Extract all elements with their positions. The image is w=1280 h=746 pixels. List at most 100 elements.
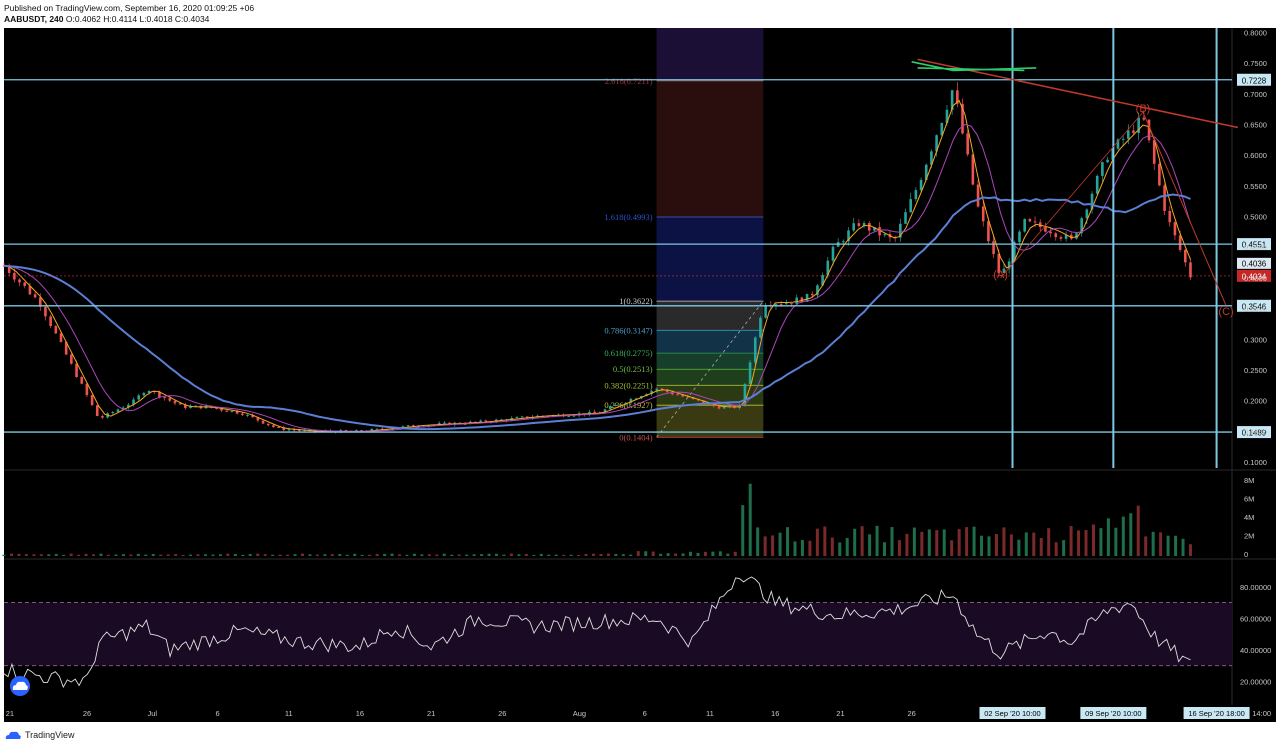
- volume-bar: [286, 554, 290, 556]
- volume-bar: [994, 534, 998, 556]
- candle-body: [614, 404, 617, 407]
- candle-body: [785, 303, 788, 305]
- volume-bar: [629, 554, 633, 556]
- price-tick: 0.6000: [1244, 151, 1267, 160]
- candle-body: [44, 306, 47, 317]
- volume-bar: [435, 554, 439, 556]
- candle-body: [101, 416, 104, 418]
- volume-bar: [1159, 532, 1163, 556]
- fib-zone: [656, 385, 764, 406]
- volume-bar: [54, 553, 58, 556]
- volume-bar: [308, 554, 312, 556]
- horizontal-levels[interactable]: 0.7228 0.4551 0.3546 0.1489 0.4034 0.4036: [4, 28, 1271, 468]
- volume-bar: [106, 554, 110, 556]
- candle-body: [168, 398, 172, 401]
- volume-bar: [241, 554, 245, 556]
- volume-bar: [17, 553, 21, 556]
- volume-bar: [1129, 513, 1133, 556]
- volume-bar: [1017, 539, 1021, 556]
- volume-bar: [935, 530, 939, 556]
- candle-body: [753, 337, 757, 363]
- candle-body: [899, 223, 902, 238]
- candle-body: [722, 406, 726, 409]
- time-tick: 16: [771, 709, 779, 718]
- volume-bar: [532, 554, 536, 556]
- candle-body: [520, 416, 524, 418]
- candle-body: [484, 420, 488, 422]
- volume-bar: [323, 554, 327, 556]
- axes: 0.8000 0.7500 0.7000 0.6500 0.6000 0.5500 0.50…: [6, 28, 1271, 719]
- candle-body: [292, 429, 296, 431]
- volume-bar: [136, 553, 140, 556]
- volume-bar: [151, 554, 155, 556]
- price-tick: 0.3500: [1244, 305, 1267, 314]
- candle-body: [220, 408, 223, 411]
- tradingview-cloud-icon: [5, 731, 21, 739]
- candle-body: [1127, 130, 1130, 139]
- volume-bar: [412, 553, 416, 556]
- volume-bar: [830, 537, 834, 556]
- candle-body: [1013, 242, 1016, 262]
- fib-zone: [656, 369, 764, 386]
- time-tick: 21: [836, 709, 844, 718]
- volume-bar: [1099, 528, 1103, 556]
- candle-body: [997, 254, 1001, 273]
- volume-bar: [457, 554, 461, 556]
- candle-body: [676, 394, 679, 396]
- time-tick: 14:00: [1252, 709, 1271, 718]
- volume-bar: [1136, 505, 1140, 556]
- candle-body: [370, 429, 374, 432]
- volume-bar: [129, 554, 133, 556]
- volume-bar: [1181, 538, 1185, 556]
- candle-body: [717, 406, 721, 409]
- volume-bar: [666, 553, 670, 556]
- candle-body: [235, 410, 239, 414]
- volume-bar: [741, 505, 745, 556]
- volume-bar: [390, 553, 394, 556]
- volume-bar: [263, 554, 267, 556]
- volume-bar: [711, 551, 715, 556]
- candle-body: [178, 403, 182, 405]
- level-tag-label: 0.3546: [1242, 302, 1267, 311]
- candle-body: [971, 154, 975, 185]
- time-tick: Aug: [573, 709, 586, 718]
- fib-label: 0.618(0.2775): [604, 348, 652, 358]
- candle-body: [251, 414, 254, 418]
- volume-bar: [681, 553, 685, 556]
- volume-bar: [1024, 532, 1028, 556]
- time-tick: 6: [215, 709, 219, 718]
- candle-body: [1142, 117, 1146, 120]
- candle-body: [391, 428, 394, 430]
- fib-label: 0(0.1404): [619, 432, 652, 442]
- volume-bar: [77, 554, 81, 556]
- price-tick: 0.7500: [1244, 59, 1267, 68]
- drawings[interactable]: (A) (B) (C): [911, 58, 1239, 318]
- tradingview-badge[interactable]: [10, 676, 30, 696]
- time-highlight-tag: [979, 707, 1046, 719]
- candle-body: [49, 316, 52, 327]
- last-price-label: 0.4034: [1242, 272, 1267, 281]
- zone-purple: [656, 28, 764, 81]
- rsi-tick: 20.00000: [1240, 677, 1271, 686]
- volume-bar: [823, 526, 827, 556]
- price-tick: 0.7000: [1244, 90, 1267, 99]
- candle-body: [90, 395, 94, 406]
- price-tick: 0.4500: [1244, 243, 1267, 252]
- candle-body: [38, 297, 42, 307]
- rsi-tick: 80.00000: [1240, 583, 1271, 592]
- candle-body: [660, 388, 664, 390]
- fib-label: 0.382(0.2251): [604, 380, 652, 390]
- volume-bar: [1062, 540, 1066, 556]
- volume-bar: [912, 527, 916, 556]
- candle-body: [1018, 231, 1021, 243]
- candle-body: [515, 417, 519, 419]
- candle-body: [857, 223, 861, 226]
- level-tag: [1237, 73, 1271, 86]
- candle-body: [1049, 231, 1052, 234]
- candle-body: [256, 417, 260, 421]
- volume-bar: [502, 554, 506, 556]
- time-tick: 6: [643, 709, 647, 718]
- volume-bar: [121, 554, 125, 556]
- candle-body: [966, 133, 969, 155]
